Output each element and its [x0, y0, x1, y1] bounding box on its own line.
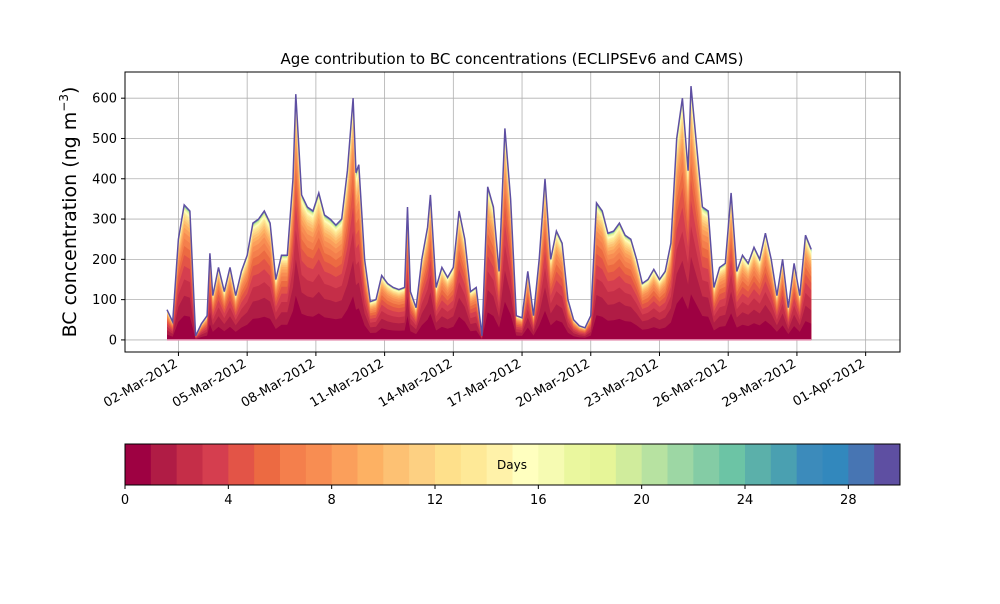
colorbar-tick-label: 24 — [737, 493, 754, 508]
y-tick-label: 100 — [92, 293, 117, 308]
colorbar-swatch — [512, 444, 539, 485]
colorbar-swatch — [383, 444, 410, 485]
y-axis-label-main: BC concentration (ng m — [59, 112, 81, 338]
colorbar-frame — [124, 443, 901, 486]
colorbar-tick-label: 8 — [328, 493, 336, 508]
chart-title: Age contribution to BC concentrations (E… — [281, 50, 744, 68]
colorbar-swatch — [641, 444, 668, 485]
colorbar-ticks: 0 4 8 12 16 20 24 28 — [121, 485, 857, 508]
colorbar-swatch — [460, 444, 488, 485]
x-tick-label: 01-Apr-2012 — [791, 356, 868, 409]
colorbar-swatch — [745, 444, 772, 485]
y-axis-label: BC concentration (ng m−3) — [57, 87, 81, 338]
y-axis-label-superscript: −3 — [57, 94, 71, 112]
y-tick-label: 0 — [109, 333, 117, 348]
x-tick-label: 23-Mar-2012 — [582, 356, 661, 410]
y-tick-label: 300 — [92, 213, 117, 228]
age-band-day-0 — [167, 294, 812, 340]
colorbar-swatch — [770, 444, 798, 485]
colorbar-swatch — [874, 444, 901, 485]
colorbar-swatch — [435, 444, 462, 485]
y-tick-label: 600 — [92, 92, 117, 107]
colorbar — [125, 444, 901, 485]
colorbar-swatch — [796, 444, 823, 485]
total-outline-line — [166, 86, 812, 337]
x-tick-label: 20-Mar-2012 — [514, 356, 593, 410]
colorbar-swatch — [564, 444, 591, 485]
colorbar-tick-label: 28 — [840, 493, 857, 508]
colorbar-tick-label: 0 — [121, 493, 129, 508]
colorbar-swatch — [409, 444, 436, 485]
colorbar-swatch — [357, 444, 384, 485]
colorbar-swatch — [150, 444, 178, 485]
colorbar-swatch — [486, 444, 513, 485]
colorbar-tick-label: 16 — [530, 493, 547, 508]
y-axis-label-close: ) — [59, 87, 81, 94]
colorbar-swatch — [719, 444, 746, 485]
colorbar-swatch — [848, 444, 875, 485]
colorbar-tick-label: 4 — [224, 493, 232, 508]
colorbar-swatch — [667, 444, 694, 485]
colorbar-swatch — [228, 444, 255, 485]
colorbar-tick-label: 12 — [427, 493, 444, 508]
y-tick-label: 200 — [92, 253, 117, 268]
x-tick-label: 02-Mar-2012 — [101, 356, 180, 410]
colorbar-swatch — [822, 444, 849, 485]
x-tick-label: 26-Mar-2012 — [651, 356, 730, 410]
x-tick-label: 29-Mar-2012 — [720, 356, 799, 410]
stacked-area-bands — [166, 86, 812, 341]
plot-frame — [124, 71, 901, 353]
x-tick-label: 17-Mar-2012 — [445, 356, 524, 410]
x-tick-label: 14-Mar-2012 — [376, 356, 455, 410]
colorbar-swatch — [693, 444, 720, 485]
colorbar-swatch — [538, 444, 565, 485]
colorbar-label: Days — [497, 458, 527, 472]
x-tick-label: 08-Mar-2012 — [239, 356, 318, 410]
colorbar-swatch — [305, 444, 333, 485]
x-axis: 02-Mar-201205-Mar-201208-Mar-201211-Mar-… — [101, 352, 868, 411]
colorbar-swatch — [590, 444, 617, 485]
x-tick-label: 05-Mar-2012 — [170, 356, 249, 410]
y-tick-label: 400 — [92, 172, 117, 187]
colorbar-swatch — [331, 444, 358, 485]
colorbar-swatch — [280, 444, 307, 485]
x-tick-label: 11-Mar-2012 — [307, 356, 386, 410]
colorbar-swatch — [125, 444, 152, 485]
colorbar-swatch — [254, 444, 281, 485]
colorbar-tick-label: 20 — [633, 493, 650, 508]
y-tick-label: 500 — [92, 132, 117, 147]
colorbar-swatch — [202, 444, 229, 485]
y-axis: 0 100 200 300 400 500 600 — [92, 92, 125, 348]
colorbar-swatch — [176, 444, 203, 485]
colorbar-swatch — [615, 444, 643, 485]
